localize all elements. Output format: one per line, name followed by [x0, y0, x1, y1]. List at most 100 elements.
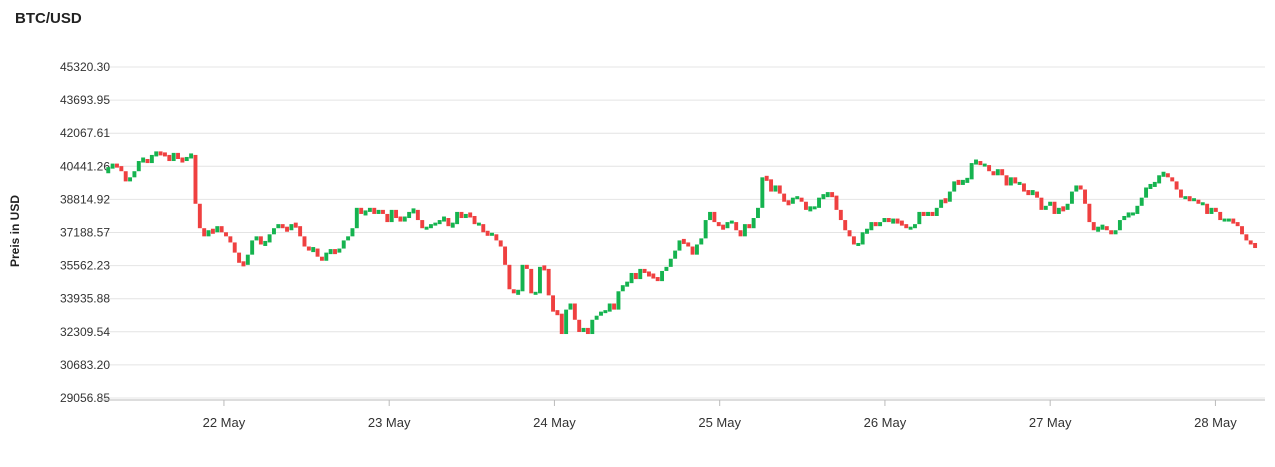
candle-up [1065, 203, 1070, 210]
candle-down [572, 303, 577, 320]
candle-up [1017, 181, 1022, 185]
candle-down [1000, 169, 1005, 176]
chart-title: BTC/USD [15, 10, 82, 27]
candle-down [1039, 197, 1044, 210]
candle-up [367, 207, 372, 212]
candle-up [795, 196, 800, 200]
candle-up [250, 240, 255, 255]
candle-down [769, 179, 774, 192]
candle-down [237, 252, 242, 263]
candle-up [629, 272, 634, 284]
candle-up [136, 161, 141, 172]
candle-down [333, 249, 337, 255]
candle-up [995, 169, 1000, 176]
candle-down [830, 192, 835, 198]
candle-up [1139, 197, 1144, 206]
candle-up [856, 242, 861, 246]
candle-up [825, 192, 830, 198]
candle-down [843, 220, 848, 231]
x-tick-label: 25 May [698, 415, 741, 430]
candle-up [533, 291, 538, 295]
candle-up [402, 216, 407, 222]
y-axis-label: Preis in USD [8, 195, 22, 267]
candle-down [1170, 177, 1175, 182]
candle-down [1196, 199, 1201, 204]
candle-down [232, 242, 237, 253]
candle-down [786, 200, 791, 206]
candle-up [1122, 215, 1127, 221]
candle-down [1083, 189, 1087, 204]
candle-up [184, 156, 189, 162]
candle-down [681, 238, 686, 244]
x-tick-label: 24 May [533, 415, 576, 430]
candle-down [258, 236, 263, 245]
candle-down [1091, 222, 1096, 231]
candle-down [494, 234, 499, 241]
candle-down [529, 268, 534, 294]
candle-down [415, 209, 420, 221]
candle-down [1178, 189, 1183, 198]
candle-up [1074, 185, 1079, 192]
candle-up [1148, 183, 1153, 189]
candle-up [106, 167, 111, 174]
candle-down [1187, 196, 1192, 202]
candle-up [638, 268, 643, 280]
candle-up [891, 218, 896, 224]
candle-up [773, 185, 778, 192]
candle-down [359, 207, 364, 214]
candle-down [1061, 206, 1066, 212]
candle-down [306, 246, 311, 251]
candle-down [293, 222, 298, 228]
candle-down [1165, 173, 1170, 178]
candle-up [1131, 212, 1135, 216]
candle-down [119, 166, 124, 172]
candle-down [219, 226, 224, 233]
candle-down [686, 242, 691, 247]
candle-up [328, 249, 333, 255]
candle-up [926, 211, 930, 216]
candle-up [1226, 218, 1231, 222]
candle-up [729, 220, 734, 224]
candle-down [1026, 190, 1031, 196]
candle-up [1157, 175, 1162, 184]
candle-down [1078, 185, 1083, 190]
candle-down [987, 165, 992, 172]
candle-up [455, 211, 460, 225]
candle-down [712, 211, 717, 223]
candle-down [1013, 177, 1018, 184]
candle-up [389, 209, 394, 223]
candle-up [1209, 207, 1214, 214]
candle-down [585, 327, 590, 335]
candle-up [694, 244, 699, 255]
candle-down [886, 218, 891, 223]
candle-up [245, 254, 250, 265]
candle-up [1030, 190, 1035, 196]
candle-down [1213, 207, 1218, 212]
candle-down [834, 195, 839, 210]
candles [106, 151, 1258, 335]
candle-up [411, 208, 416, 214]
candle-down [210, 228, 215, 234]
candle-down [542, 265, 547, 271]
candle-up [939, 199, 944, 208]
candle-up [490, 232, 494, 236]
candle-up [463, 213, 468, 219]
candle-up [1183, 196, 1188, 200]
candle-up [620, 285, 625, 292]
candle-down [241, 261, 246, 267]
candle-up [149, 154, 154, 164]
x-tick-label: 26 May [864, 415, 907, 430]
candle-up [350, 228, 355, 237]
candle-up [965, 177, 970, 183]
candle-down [468, 212, 473, 218]
candle-down [546, 268, 551, 296]
y-tick-label: 45320.30 [60, 60, 110, 74]
candle-up [476, 222, 481, 226]
candle-up [1152, 181, 1157, 187]
candle-down [1248, 240, 1253, 245]
candle-up [581, 327, 586, 332]
candle-down [298, 226, 303, 237]
candle-up [1117, 220, 1122, 231]
candle-down [803, 201, 808, 210]
candle-down [633, 272, 638, 280]
